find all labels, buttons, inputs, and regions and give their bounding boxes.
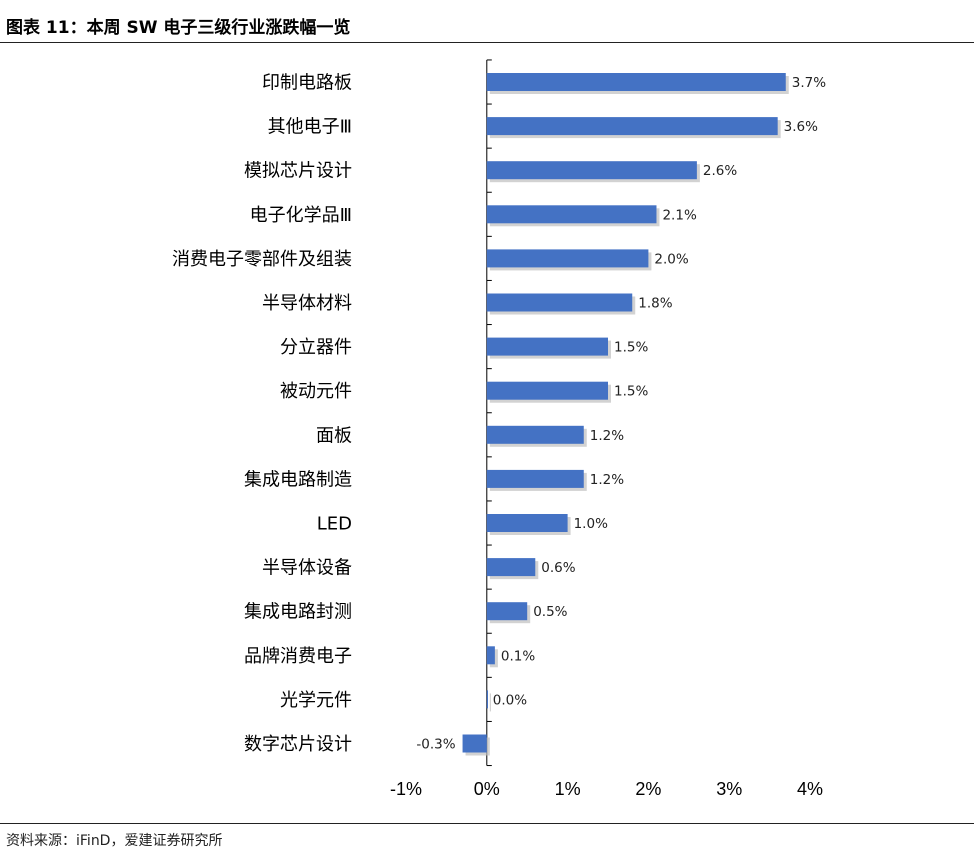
data-label: 1.2% [590,472,624,488]
x-tick-label: -1% [390,779,422,799]
bar [486,646,495,665]
data-label: 1.5% [614,340,648,356]
category-label: 数字芯片设计 [244,734,352,755]
bar [486,469,584,488]
title-divider [0,42,974,43]
data-label: 2.0% [654,251,688,267]
bar [486,293,633,312]
bar [486,514,568,532]
category-label: 集成电路制造 [244,469,352,490]
category-label: 面板 [316,425,352,446]
data-label: 1.5% [614,384,648,400]
category-label: 消费电子零部件及组装 [172,249,352,270]
category-label: 光学元件 [280,690,352,711]
x-tick-label: 1% [555,779,581,799]
data-label: 3.6% [784,119,818,135]
category-label: 分立器件 [280,337,352,358]
data-label: 0.6% [541,560,575,576]
data-label: -0.3% [416,737,455,753]
x-tick-label: 3% [716,779,742,799]
category-label: 半导体材料 [262,293,352,314]
data-label: 0.0% [493,692,527,708]
category-label: 集成电路封测 [244,602,352,623]
bar [486,249,649,268]
source-divider [0,823,974,824]
figure-title: 图表 11：本周 SW 电子三级行业涨跌幅一览 [6,18,351,38]
category-label: 半导体设备 [262,558,352,579]
source-note: 资料来源：iFinD，爱建证券研究所 [6,833,223,849]
bar [486,337,608,356]
data-label: 1.8% [638,296,672,312]
data-label: 2.6% [703,163,737,179]
category-label: LED [317,514,352,535]
data-label: 1.2% [590,428,624,444]
bar [486,205,657,224]
category-label: 印制电路板 [262,73,352,94]
x-tick-label: 2% [635,779,661,799]
bar [486,602,528,621]
bar [486,690,488,709]
category-label: 其他电子Ⅲ [268,117,352,138]
data-label: 0.5% [533,604,567,620]
data-label: 0.1% [501,648,535,664]
bar [486,425,584,444]
bar [486,161,697,180]
bar [486,381,608,400]
data-label: 2.1% [662,207,696,223]
category-label: 模拟芯片设计 [244,161,352,182]
data-label: 1.0% [574,516,608,532]
data-label: 3.7% [792,75,826,91]
x-tick-label: 4% [797,779,823,799]
category-label: 品牌消费电子 [244,646,352,667]
bar [462,734,487,753]
bar-shadow [489,693,491,712]
bar [486,73,786,91]
bar [486,558,536,577]
category-label: 电子化学品Ⅲ [250,205,352,226]
category-label: 被动元件 [280,381,352,402]
bar [486,117,778,136]
x-tick-label: 0% [474,779,500,799]
bar-chart: 印制电路板 3.7% 其他电子Ⅲ 3.6% 模拟芯片设计 2.6% 电子化学品Ⅲ 2.1% 消费… [172,59,826,799]
